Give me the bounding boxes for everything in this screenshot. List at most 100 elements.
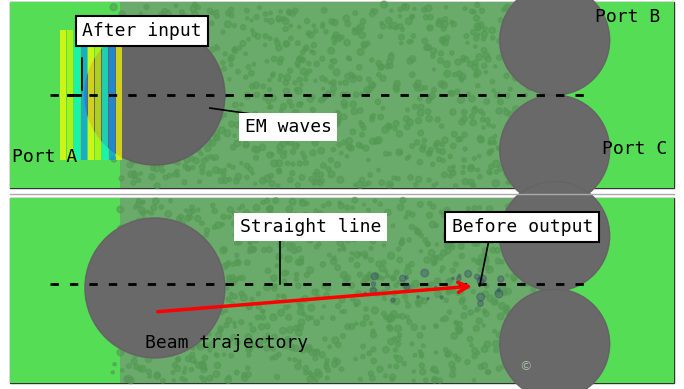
Circle shape	[510, 311, 514, 316]
Circle shape	[297, 56, 304, 62]
Circle shape	[289, 344, 295, 350]
Circle shape	[411, 324, 417, 331]
Circle shape	[421, 298, 427, 304]
Circle shape	[500, 0, 609, 95]
Circle shape	[146, 210, 150, 214]
Circle shape	[352, 29, 358, 35]
Circle shape	[421, 7, 427, 12]
Circle shape	[397, 257, 403, 263]
Circle shape	[202, 288, 209, 295]
Circle shape	[504, 4, 511, 11]
Circle shape	[320, 56, 325, 61]
Circle shape	[302, 119, 305, 123]
Circle shape	[441, 21, 448, 28]
Circle shape	[393, 127, 397, 131]
Circle shape	[166, 89, 169, 93]
Circle shape	[351, 222, 356, 228]
Circle shape	[504, 172, 509, 176]
Circle shape	[269, 131, 276, 138]
Circle shape	[233, 102, 238, 108]
Circle shape	[214, 362, 221, 368]
Circle shape	[469, 96, 475, 102]
Circle shape	[146, 290, 150, 295]
Bar	[540, 2, 674, 188]
Circle shape	[164, 29, 170, 35]
Circle shape	[126, 125, 131, 130]
Circle shape	[233, 321, 236, 324]
Circle shape	[248, 70, 254, 76]
Circle shape	[176, 338, 182, 344]
Circle shape	[336, 303, 341, 308]
Circle shape	[514, 23, 520, 29]
Circle shape	[141, 83, 146, 88]
Circle shape	[118, 74, 125, 80]
Circle shape	[364, 255, 368, 259]
Circle shape	[198, 344, 201, 347]
Circle shape	[440, 149, 445, 154]
Circle shape	[404, 284, 410, 290]
Circle shape	[184, 336, 189, 340]
Circle shape	[196, 324, 200, 329]
Circle shape	[435, 286, 437, 288]
Circle shape	[519, 21, 522, 25]
Circle shape	[341, 114, 347, 120]
Circle shape	[293, 358, 297, 362]
Circle shape	[524, 93, 527, 97]
Circle shape	[472, 107, 477, 113]
Circle shape	[534, 177, 536, 180]
Bar	[74, 30, 80, 160]
Circle shape	[487, 295, 494, 302]
Circle shape	[463, 7, 467, 11]
Circle shape	[164, 10, 171, 17]
Circle shape	[350, 76, 356, 82]
Circle shape	[500, 289, 609, 389]
Circle shape	[517, 368, 523, 374]
Circle shape	[493, 329, 497, 333]
Circle shape	[233, 325, 237, 328]
Circle shape	[353, 11, 358, 15]
Circle shape	[227, 163, 231, 167]
Circle shape	[235, 259, 241, 266]
Circle shape	[312, 24, 315, 28]
Circle shape	[179, 104, 184, 109]
Circle shape	[240, 275, 245, 281]
Circle shape	[530, 102, 536, 109]
Circle shape	[253, 205, 260, 211]
Circle shape	[154, 373, 161, 379]
Circle shape	[123, 322, 128, 327]
Circle shape	[460, 297, 466, 302]
Circle shape	[466, 232, 470, 236]
Circle shape	[221, 214, 226, 219]
Circle shape	[475, 25, 481, 31]
Circle shape	[271, 160, 278, 167]
Circle shape	[126, 254, 133, 260]
Circle shape	[240, 103, 244, 106]
Circle shape	[306, 121, 311, 126]
Circle shape	[328, 81, 332, 84]
Circle shape	[332, 361, 338, 367]
Circle shape	[111, 133, 118, 140]
Circle shape	[198, 180, 202, 184]
Circle shape	[248, 242, 251, 245]
Circle shape	[341, 92, 346, 98]
Circle shape	[205, 287, 212, 294]
Circle shape	[333, 32, 339, 38]
Circle shape	[369, 11, 375, 17]
Circle shape	[227, 215, 231, 219]
Circle shape	[206, 317, 210, 321]
Circle shape	[444, 348, 448, 352]
Circle shape	[299, 304, 304, 309]
Circle shape	[524, 16, 529, 22]
Circle shape	[340, 151, 343, 155]
Circle shape	[243, 142, 249, 148]
Circle shape	[466, 92, 470, 96]
Circle shape	[147, 121, 152, 126]
Circle shape	[369, 229, 374, 234]
Circle shape	[271, 74, 274, 77]
Circle shape	[218, 169, 222, 173]
Circle shape	[502, 32, 506, 36]
Circle shape	[513, 217, 517, 221]
Circle shape	[191, 33, 197, 39]
Circle shape	[367, 77, 371, 81]
Circle shape	[288, 357, 291, 361]
